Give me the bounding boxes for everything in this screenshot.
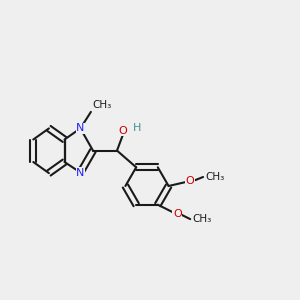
Text: N: N <box>76 123 85 134</box>
Text: CH₃: CH₃ <box>92 100 112 110</box>
Text: O: O <box>118 125 127 136</box>
Text: O: O <box>185 176 194 187</box>
Text: CH₃: CH₃ <box>193 214 212 224</box>
Text: H: H <box>133 123 141 133</box>
Text: CH₃: CH₃ <box>206 172 225 182</box>
Text: O: O <box>173 209 182 219</box>
Text: N: N <box>76 167 85 178</box>
